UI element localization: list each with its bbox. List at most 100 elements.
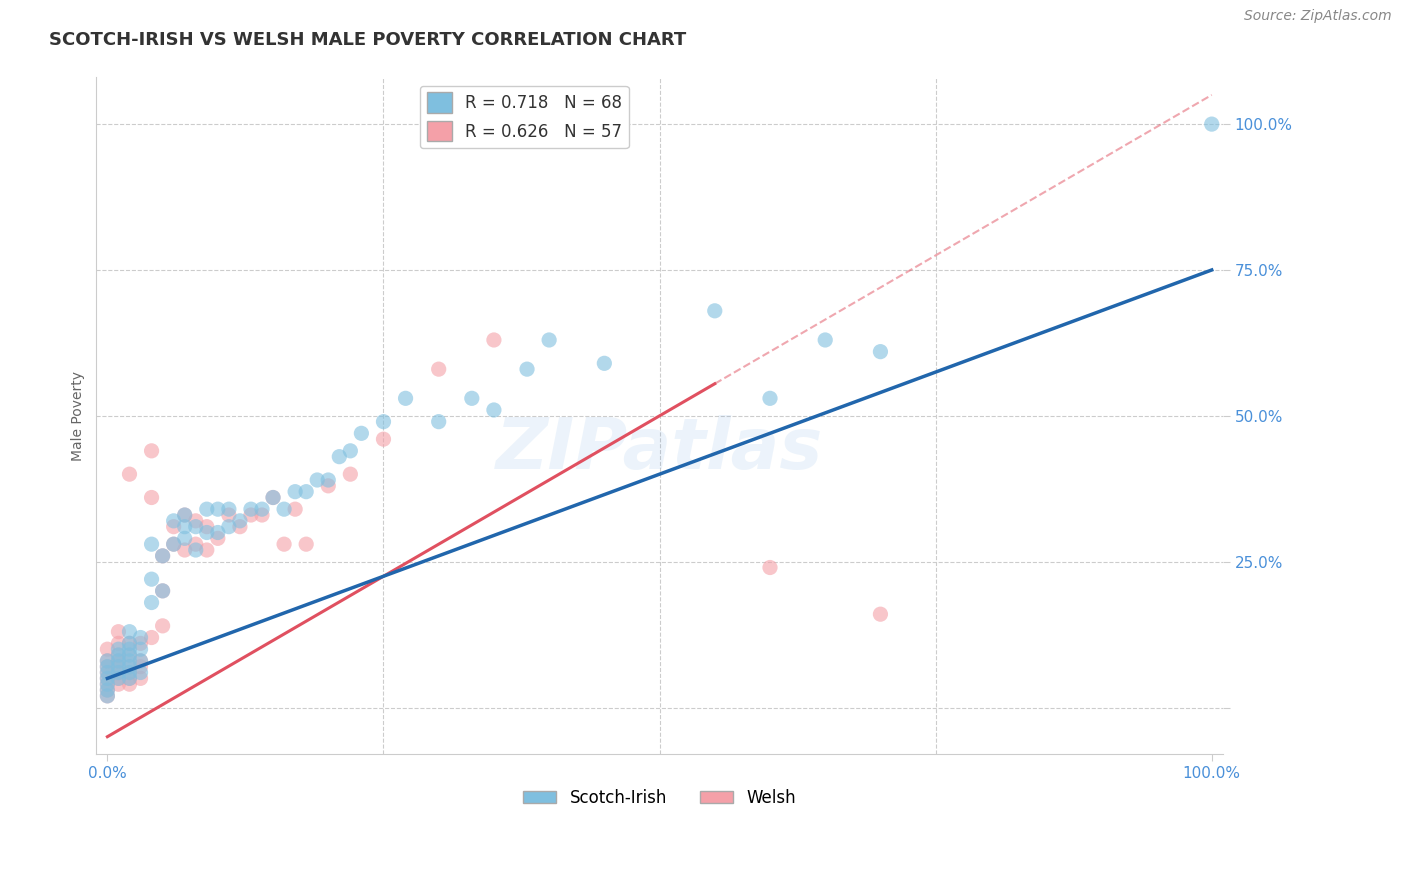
Point bbox=[107, 654, 129, 668]
Point bbox=[96, 665, 118, 680]
Point bbox=[107, 671, 129, 685]
Point bbox=[96, 677, 118, 691]
Point bbox=[118, 659, 141, 673]
Point bbox=[118, 654, 141, 668]
Point bbox=[593, 356, 616, 370]
Point bbox=[316, 473, 339, 487]
Text: ZIPatlas: ZIPatlas bbox=[496, 415, 824, 484]
Point bbox=[262, 491, 284, 505]
Point bbox=[173, 508, 195, 522]
Point bbox=[96, 671, 118, 685]
Point bbox=[262, 491, 284, 505]
Point bbox=[250, 508, 273, 522]
Point bbox=[427, 362, 450, 376]
Point bbox=[141, 443, 163, 458]
Point bbox=[1201, 117, 1223, 131]
Point bbox=[107, 677, 129, 691]
Point bbox=[129, 631, 152, 645]
Point bbox=[141, 595, 163, 609]
Point bbox=[129, 654, 152, 668]
Point bbox=[239, 502, 262, 516]
Point bbox=[184, 519, 207, 533]
Point bbox=[96, 665, 118, 680]
Point bbox=[141, 491, 163, 505]
Point bbox=[482, 333, 505, 347]
Point bbox=[118, 677, 141, 691]
Point bbox=[516, 362, 538, 376]
Point bbox=[118, 665, 141, 680]
Point bbox=[129, 659, 152, 673]
Point bbox=[295, 537, 318, 551]
Point bbox=[284, 502, 307, 516]
Point bbox=[96, 659, 118, 673]
Point bbox=[107, 659, 129, 673]
Point bbox=[107, 624, 129, 639]
Text: Source: ZipAtlas.com: Source: ZipAtlas.com bbox=[1244, 9, 1392, 23]
Point bbox=[96, 677, 118, 691]
Point bbox=[184, 543, 207, 558]
Point bbox=[195, 519, 218, 533]
Point bbox=[759, 392, 782, 406]
Point bbox=[96, 683, 118, 698]
Point bbox=[869, 607, 891, 622]
Point bbox=[107, 648, 129, 662]
Point bbox=[184, 537, 207, 551]
Point bbox=[218, 508, 240, 522]
Point bbox=[118, 671, 141, 685]
Point bbox=[195, 543, 218, 558]
Point bbox=[427, 415, 450, 429]
Point bbox=[229, 514, 252, 528]
Point bbox=[869, 344, 891, 359]
Point bbox=[96, 654, 118, 668]
Point bbox=[339, 467, 361, 482]
Point bbox=[96, 671, 118, 685]
Point bbox=[273, 502, 295, 516]
Point bbox=[96, 659, 118, 673]
Point bbox=[118, 636, 141, 650]
Point bbox=[107, 648, 129, 662]
Point bbox=[207, 502, 229, 516]
Point bbox=[107, 665, 129, 680]
Point bbox=[118, 467, 141, 482]
Point bbox=[461, 392, 484, 406]
Point bbox=[118, 636, 141, 650]
Point bbox=[118, 648, 141, 662]
Point bbox=[195, 502, 218, 516]
Point bbox=[96, 683, 118, 698]
Point bbox=[129, 671, 152, 685]
Point bbox=[173, 519, 195, 533]
Point bbox=[229, 519, 252, 533]
Point bbox=[250, 502, 273, 516]
Point bbox=[339, 443, 361, 458]
Point bbox=[307, 473, 329, 487]
Point bbox=[163, 537, 186, 551]
Point bbox=[163, 514, 186, 528]
Point bbox=[129, 654, 152, 668]
Point bbox=[129, 665, 152, 680]
Point bbox=[538, 333, 561, 347]
Point bbox=[218, 519, 240, 533]
Point bbox=[814, 333, 837, 347]
Point bbox=[328, 450, 350, 464]
Point bbox=[141, 537, 163, 551]
Point bbox=[207, 525, 229, 540]
Point bbox=[152, 549, 174, 563]
Point bbox=[118, 659, 141, 673]
Point bbox=[218, 502, 240, 516]
Point bbox=[394, 392, 416, 406]
Point bbox=[96, 654, 118, 668]
Point bbox=[295, 484, 318, 499]
Point bbox=[273, 537, 295, 551]
Point bbox=[163, 519, 186, 533]
Point bbox=[316, 479, 339, 493]
Point bbox=[107, 671, 129, 685]
Point bbox=[118, 648, 141, 662]
Point bbox=[141, 572, 163, 586]
Point bbox=[173, 543, 195, 558]
Point bbox=[96, 642, 118, 657]
Point bbox=[163, 537, 186, 551]
Point bbox=[373, 432, 395, 446]
Legend: Scotch-Irish, Welsh: Scotch-Irish, Welsh bbox=[516, 782, 803, 814]
Point bbox=[96, 689, 118, 703]
Point bbox=[141, 631, 163, 645]
